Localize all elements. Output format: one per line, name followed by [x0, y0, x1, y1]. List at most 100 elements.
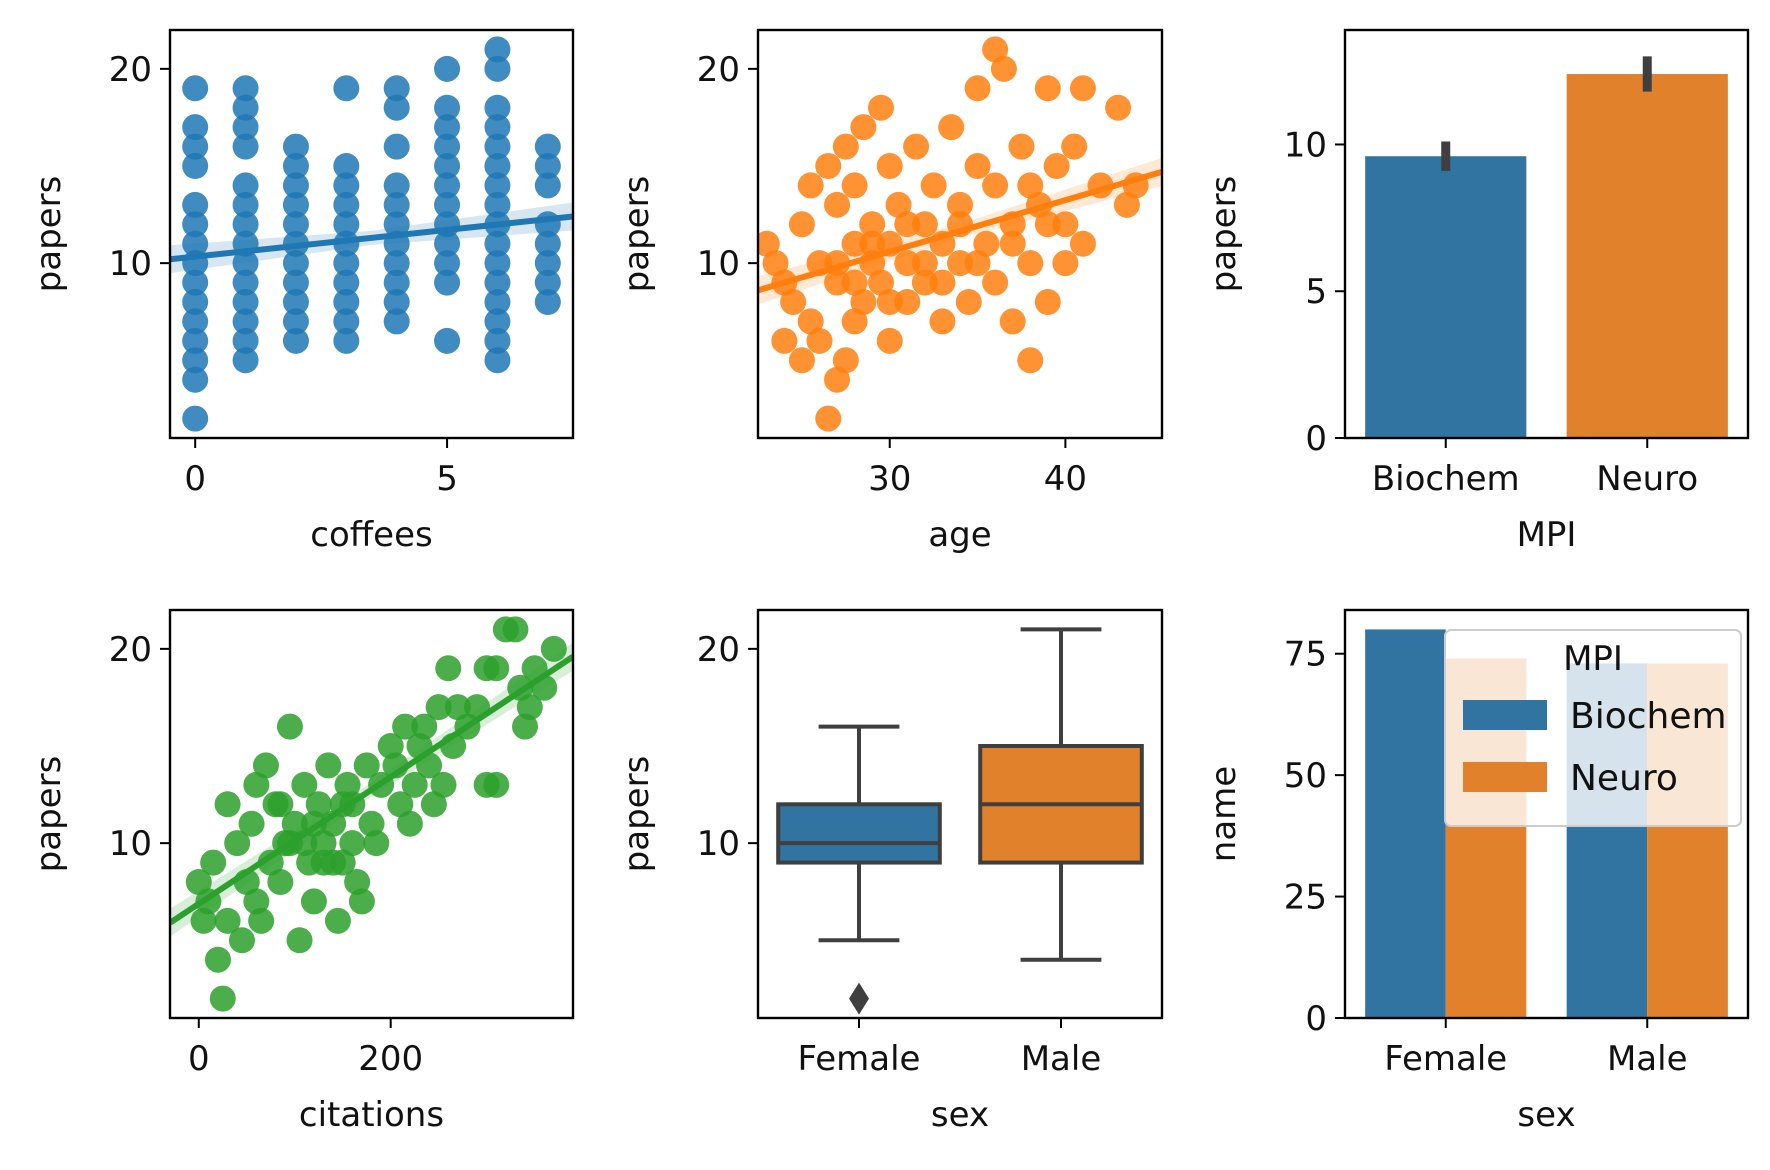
data-point: [534, 172, 561, 199]
x-axis-label: citations: [299, 1095, 444, 1135]
data-point: [484, 250, 511, 277]
data-point: [484, 172, 511, 199]
data-point: [383, 133, 410, 160]
data-point: [484, 36, 511, 63]
data-point: [1113, 191, 1140, 218]
data-point: [282, 269, 309, 296]
data-point: [267, 869, 294, 895]
legend-swatch: [1463, 762, 1547, 792]
data-point: [333, 289, 360, 315]
data-point: [434, 133, 461, 160]
x-tick-label: Male: [1607, 1039, 1688, 1079]
data-point: [232, 347, 259, 374]
data-point: [1105, 94, 1132, 121]
data-point: [534, 133, 561, 160]
data-point: [512, 713, 539, 740]
y-tick-label: 25: [1284, 878, 1327, 918]
data-point: [876, 327, 903, 354]
data-point: [425, 694, 452, 721]
data-point: [333, 308, 360, 335]
data-point: [257, 849, 284, 876]
data-point: [434, 153, 461, 179]
y-axis-label: papers: [617, 756, 657, 873]
data-point: [383, 75, 410, 102]
data-point: [434, 327, 461, 354]
data-point: [841, 308, 868, 335]
data-point: [282, 172, 309, 199]
data-point: [484, 269, 511, 296]
data-point: [982, 36, 1009, 63]
data-point: [911, 250, 938, 277]
data-point: [214, 791, 241, 818]
data-point: [434, 230, 461, 257]
data-point: [484, 133, 511, 160]
data-point: [484, 153, 511, 179]
data-point: [780, 289, 807, 315]
data-point: [224, 830, 251, 857]
data-point: [850, 114, 877, 141]
data-point: [182, 289, 209, 315]
y-axis-label: papers: [29, 176, 69, 293]
data-point: [534, 211, 561, 238]
data-point: [484, 230, 511, 257]
data-point: [252, 752, 279, 779]
data-point: [1017, 347, 1044, 374]
legend-title: MPI: [1563, 639, 1623, 679]
data-point: [238, 810, 265, 837]
data-point: [788, 211, 815, 238]
data-point: [534, 230, 561, 257]
data-point: [383, 250, 410, 277]
axes-frame: [1343, 28, 1750, 440]
data-point: [867, 94, 894, 121]
data-point: [1034, 289, 1061, 315]
data-point: [276, 713, 303, 740]
data-point: [1034, 75, 1061, 102]
data-point: [434, 172, 461, 199]
data-point: [832, 133, 859, 160]
y-tick-label: 20: [697, 630, 740, 670]
data-point: [377, 733, 404, 759]
data-point: [232, 133, 259, 160]
bar-biochem-female: [1365, 629, 1446, 1018]
data-point: [182, 327, 209, 354]
data-point: [282, 133, 309, 160]
data-point: [333, 191, 360, 218]
data-point: [484, 289, 511, 315]
data-point: [867, 269, 894, 296]
data-point: [430, 771, 457, 798]
data-point: [434, 250, 461, 277]
y-tick-label: 10: [109, 244, 152, 284]
plot-area: [758, 36, 1162, 432]
data-point: [964, 75, 991, 102]
y-tick-label: 20: [109, 630, 152, 670]
x-tick-label: 40: [1044, 459, 1087, 499]
data-point: [282, 327, 309, 354]
y-tick-label: 10: [109, 824, 152, 864]
y-tick-label: 75: [1284, 635, 1327, 675]
data-point: [832, 347, 859, 374]
data-point: [903, 133, 930, 160]
data-point: [333, 75, 360, 102]
box-female: [776, 802, 942, 865]
plot-area: [170, 36, 573, 432]
data-point: [185, 869, 212, 895]
data-point: [232, 75, 259, 102]
data-point: [310, 830, 337, 857]
data-point: [999, 308, 1026, 335]
data-point: [232, 289, 259, 315]
data-point: [859, 230, 886, 257]
x-tick-label: Neuro: [1596, 459, 1698, 499]
axes-frame: [168, 608, 575, 1020]
data-point: [982, 269, 1009, 296]
data-point: [267, 791, 294, 818]
data-point: [383, 269, 410, 296]
data-point: [484, 114, 511, 141]
legend-swatch: [1463, 700, 1547, 730]
y-axis-label: papers: [29, 756, 69, 873]
data-point: [282, 289, 309, 315]
data-point: [282, 308, 309, 335]
